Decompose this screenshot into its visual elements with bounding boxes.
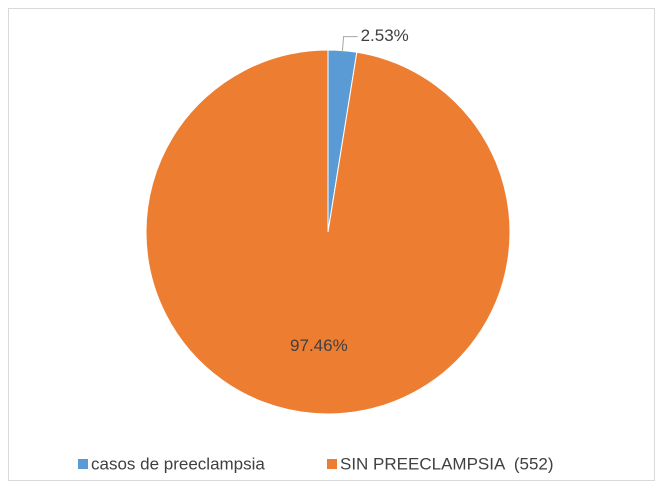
legend-label: SIN PREECLAMPSIA (552)	[340, 454, 554, 473]
leader-line	[341, 36, 358, 53]
data-label: 97.46%	[290, 336, 348, 355]
legend-swatch	[78, 459, 88, 469]
legend-swatch	[327, 459, 337, 469]
pie-slice	[145, 49, 511, 415]
data-label: 2.53%	[361, 26, 409, 45]
legend-label: casos de preeclampsia	[91, 454, 265, 473]
